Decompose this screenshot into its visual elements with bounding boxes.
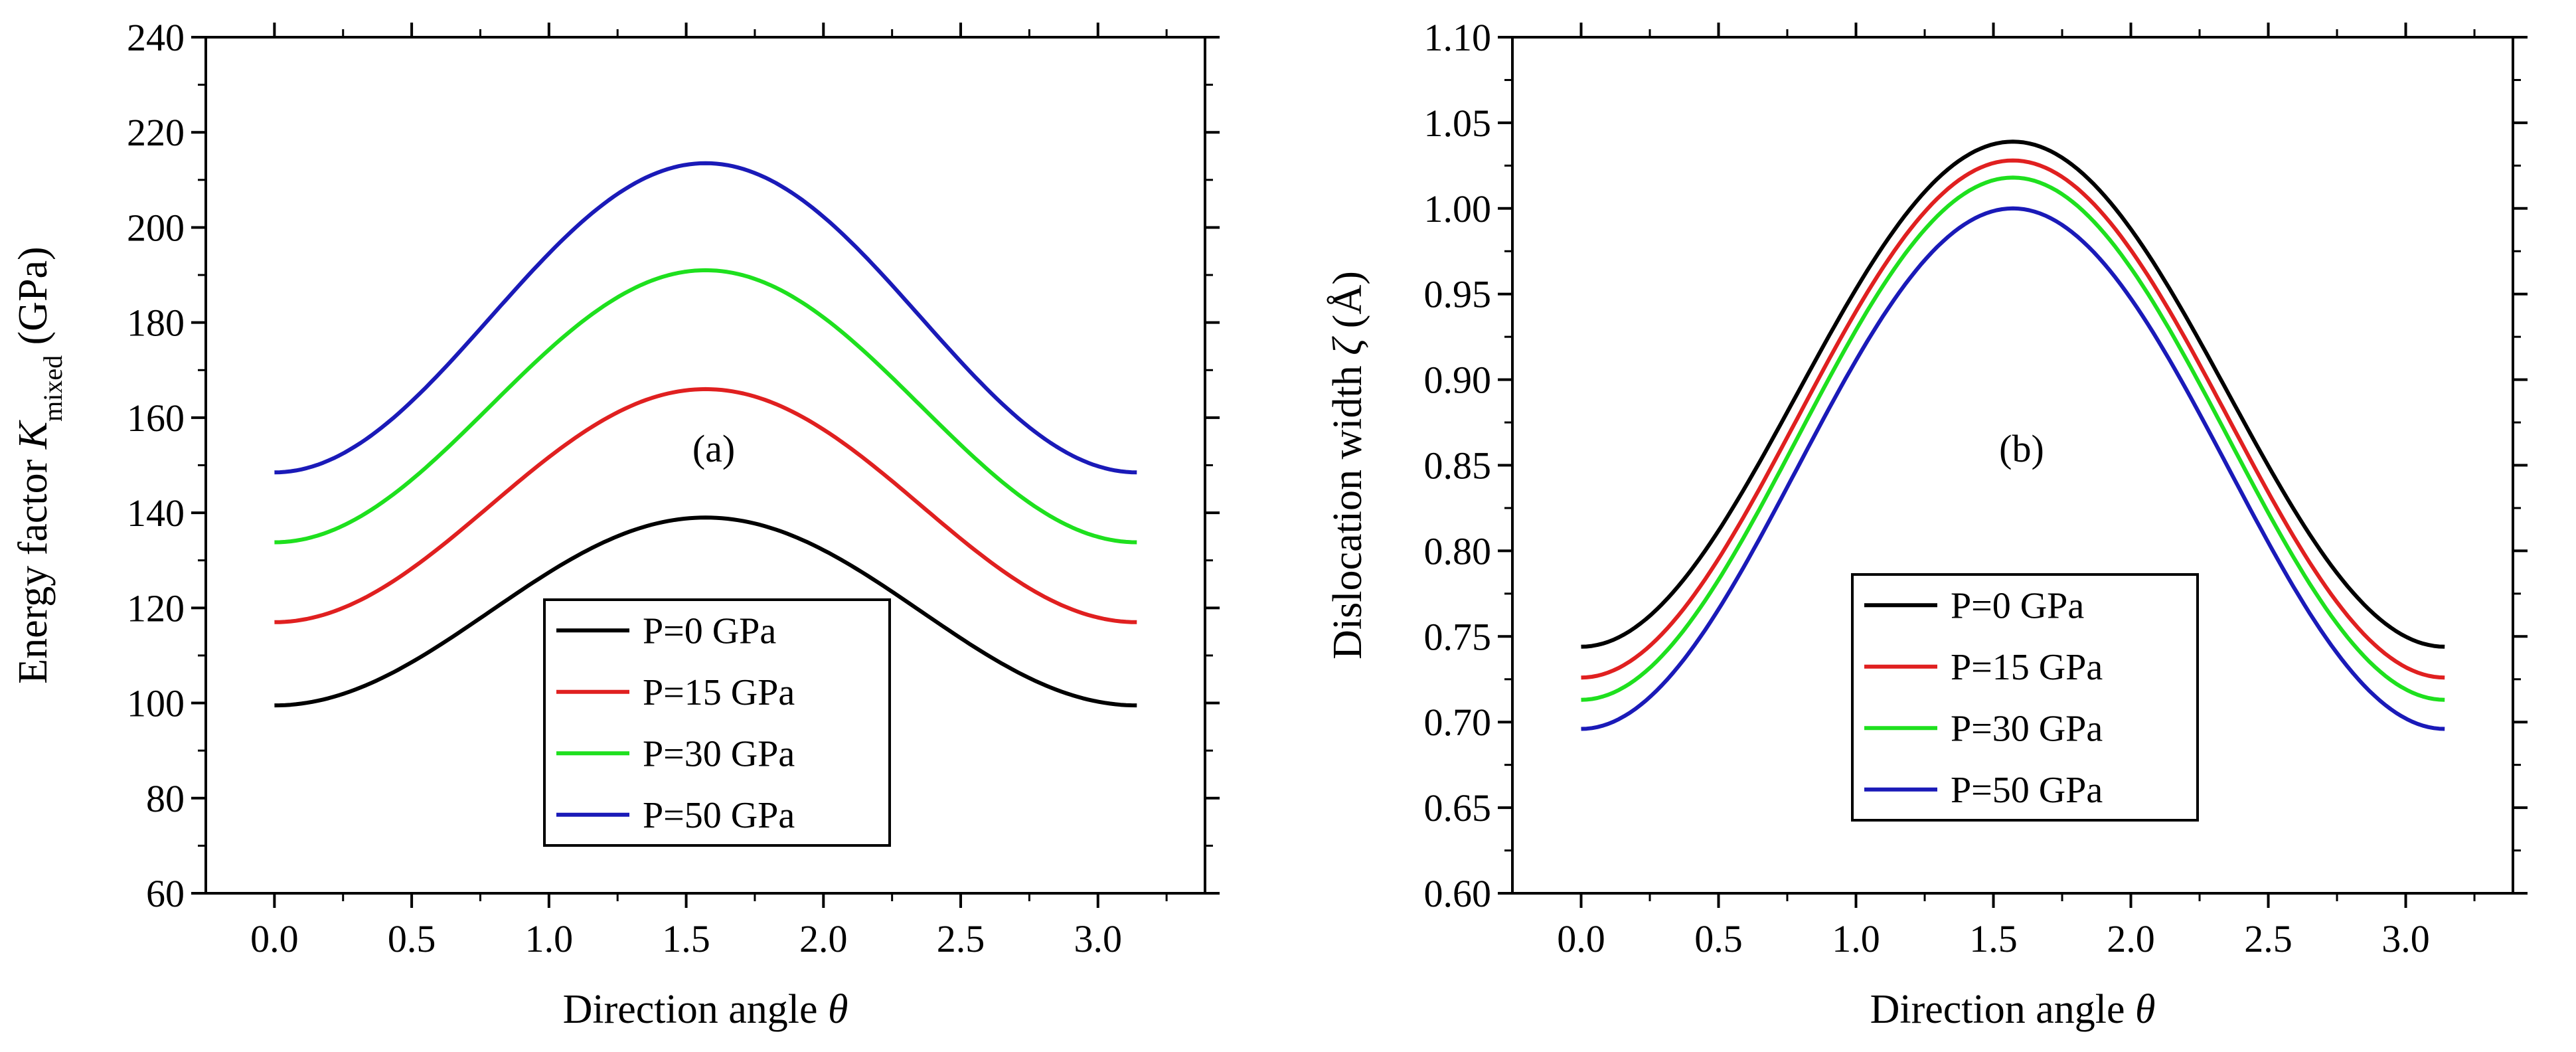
y-axis-title-symbol: ζ <box>1325 336 1370 355</box>
x-tick-label: 2.0 <box>2107 917 2155 960</box>
y-tick-label: 180 <box>127 302 185 345</box>
legend-label-2: P=30 GPa <box>1951 708 2103 749</box>
y-tick-label: 0.90 <box>1424 359 1492 402</box>
y-tick-label: 100 <box>127 682 185 725</box>
series-line-2 <box>274 268 1137 545</box>
x-tick-label: 1.0 <box>1832 917 1880 960</box>
x-tick-label: 0.0 <box>250 917 299 960</box>
panel-label: (a) <box>692 427 735 470</box>
x-tick-label: 2.5 <box>2244 917 2293 960</box>
legend: P=0 GPa P=15 GPa P=30 GPa P=50 GPa <box>1851 573 2199 822</box>
series-line-2 <box>1581 175 2445 702</box>
x-tick-label: 3.0 <box>2381 917 2430 960</box>
legend-label-3: P=50 GPa <box>1951 770 2103 811</box>
x-tick-label: 1.0 <box>525 917 574 960</box>
legend-label-3: P=50 GPa <box>643 795 795 836</box>
y-axis-title-main: Energy factor <box>11 449 56 683</box>
y-axis-title-unit: (Å) <box>1325 271 1370 339</box>
x-tick-label: 0.0 <box>1557 917 1605 960</box>
series-line-3 <box>274 161 1137 475</box>
x-tick-label: 2.5 <box>937 917 985 960</box>
y-tick-label: 240 <box>127 16 185 59</box>
y-tick-label: 120 <box>127 586 185 630</box>
x-tick-label: 0.5 <box>1694 917 1743 960</box>
legend-box <box>1851 573 2199 822</box>
y-axis-title-symbol: K <box>11 419 56 450</box>
x-tick-label: 2.0 <box>799 917 848 960</box>
y-tick-label: 60 <box>146 872 185 915</box>
y-tick-label: 0.75 <box>1424 615 1492 658</box>
y-tick-label: 220 <box>127 111 185 154</box>
series-line-1 <box>1581 158 2445 680</box>
series-line-1 <box>274 387 1137 624</box>
y-tick-label: 0.85 <box>1424 444 1492 487</box>
x-axis-title: Direction angle θ <box>1870 987 2156 1032</box>
panel-label: (b) <box>1999 427 2044 470</box>
legend-label-1: P=15 GPa <box>643 672 795 713</box>
y-axis-title: Energy factor Kmixed (GPa) <box>11 246 68 683</box>
x-tick-label: 3.0 <box>1074 917 1123 960</box>
x-tick-label: 0.5 <box>388 917 436 960</box>
y-axis-title-unit: (GPa) <box>11 246 56 355</box>
legend-label-0: P=0 GPa <box>643 610 776 652</box>
y-tick-label: 80 <box>146 777 185 820</box>
legend: P=0 GPa P=15 GPa P=30 GPa P=50 GPa <box>543 598 891 847</box>
legend-label-1: P=15 GPa <box>1951 647 2103 688</box>
y-tick-label: 1.05 <box>1424 102 1492 145</box>
y-axis-title-subscript: mixed <box>38 355 68 422</box>
x-tick-label: 1.5 <box>662 917 710 960</box>
legend-label-2: P=30 GPa <box>643 733 795 774</box>
x-axis-title-symbol: θ <box>2135 987 2155 1032</box>
x-tick-label: 1.5 <box>1969 917 2018 960</box>
series-line-3 <box>1581 206 2445 731</box>
x-axis-title: Direction angle θ <box>563 987 848 1032</box>
legend-box <box>543 598 891 847</box>
x-axis-title-symbol: θ <box>828 987 848 1032</box>
y-tick-label: 1.00 <box>1424 187 1492 230</box>
x-axis-title-main: Direction angle <box>563 987 828 1032</box>
chart-panel-b: 0.0 0.5 1.0 1.5 2.0 2.5 3.0 0.60 0.65 0.70 0.75 0.8… <box>1325 16 2528 1032</box>
y-axis-title: Dislocation width ζ (Å) <box>1325 271 1370 659</box>
series-line-0 <box>1581 139 2445 649</box>
x-axis-title-main: Direction angle <box>1870 987 2135 1032</box>
legend-label-0: P=0 GPa <box>1951 585 2084 626</box>
y-tick-label: 1.10 <box>1424 16 1492 59</box>
y-tick-label: 0.60 <box>1424 872 1492 915</box>
y-axis-title-main: Dislocation width <box>1325 355 1370 659</box>
y-tick-label: 0.70 <box>1424 701 1492 744</box>
series-line-0 <box>274 515 1137 708</box>
y-tick-label: 0.95 <box>1424 273 1492 316</box>
y-tick-label: 0.80 <box>1424 529 1492 572</box>
y-tick-label: 140 <box>127 491 185 535</box>
y-tick-label: 200 <box>127 206 185 249</box>
y-tick-label: 160 <box>127 396 185 440</box>
y-tick-label: 0.65 <box>1424 786 1492 830</box>
chart-panel-a: 0.0 0.5 1.0 1.5 2.0 2.5 3.0 60 80 100 120 140 160 180… <box>11 16 1220 1032</box>
